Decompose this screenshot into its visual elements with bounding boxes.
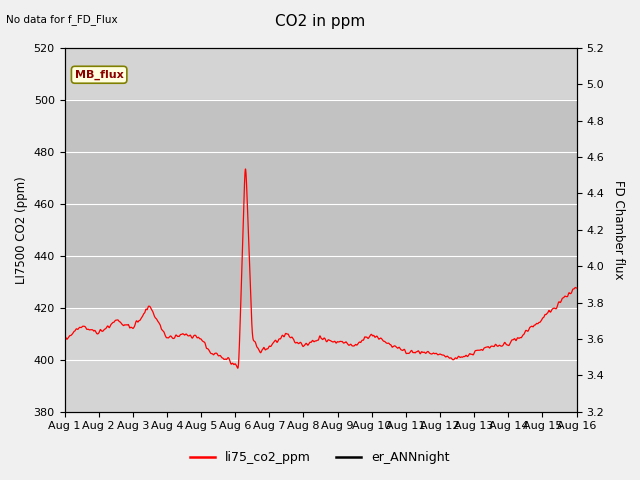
Text: No data for f_FD_Flux: No data for f_FD_Flux (6, 14, 118, 25)
Text: CO2 in ppm: CO2 in ppm (275, 14, 365, 29)
Y-axis label: FD Chamber flux: FD Chamber flux (612, 180, 625, 279)
Legend: li75_co2_ppm, er_ANNnight: li75_co2_ppm, er_ANNnight (186, 446, 454, 469)
Y-axis label: LI7500 CO2 (ppm): LI7500 CO2 (ppm) (15, 176, 28, 284)
Bar (65, 100, 577, 308)
Text: MB_flux: MB_flux (75, 70, 124, 80)
